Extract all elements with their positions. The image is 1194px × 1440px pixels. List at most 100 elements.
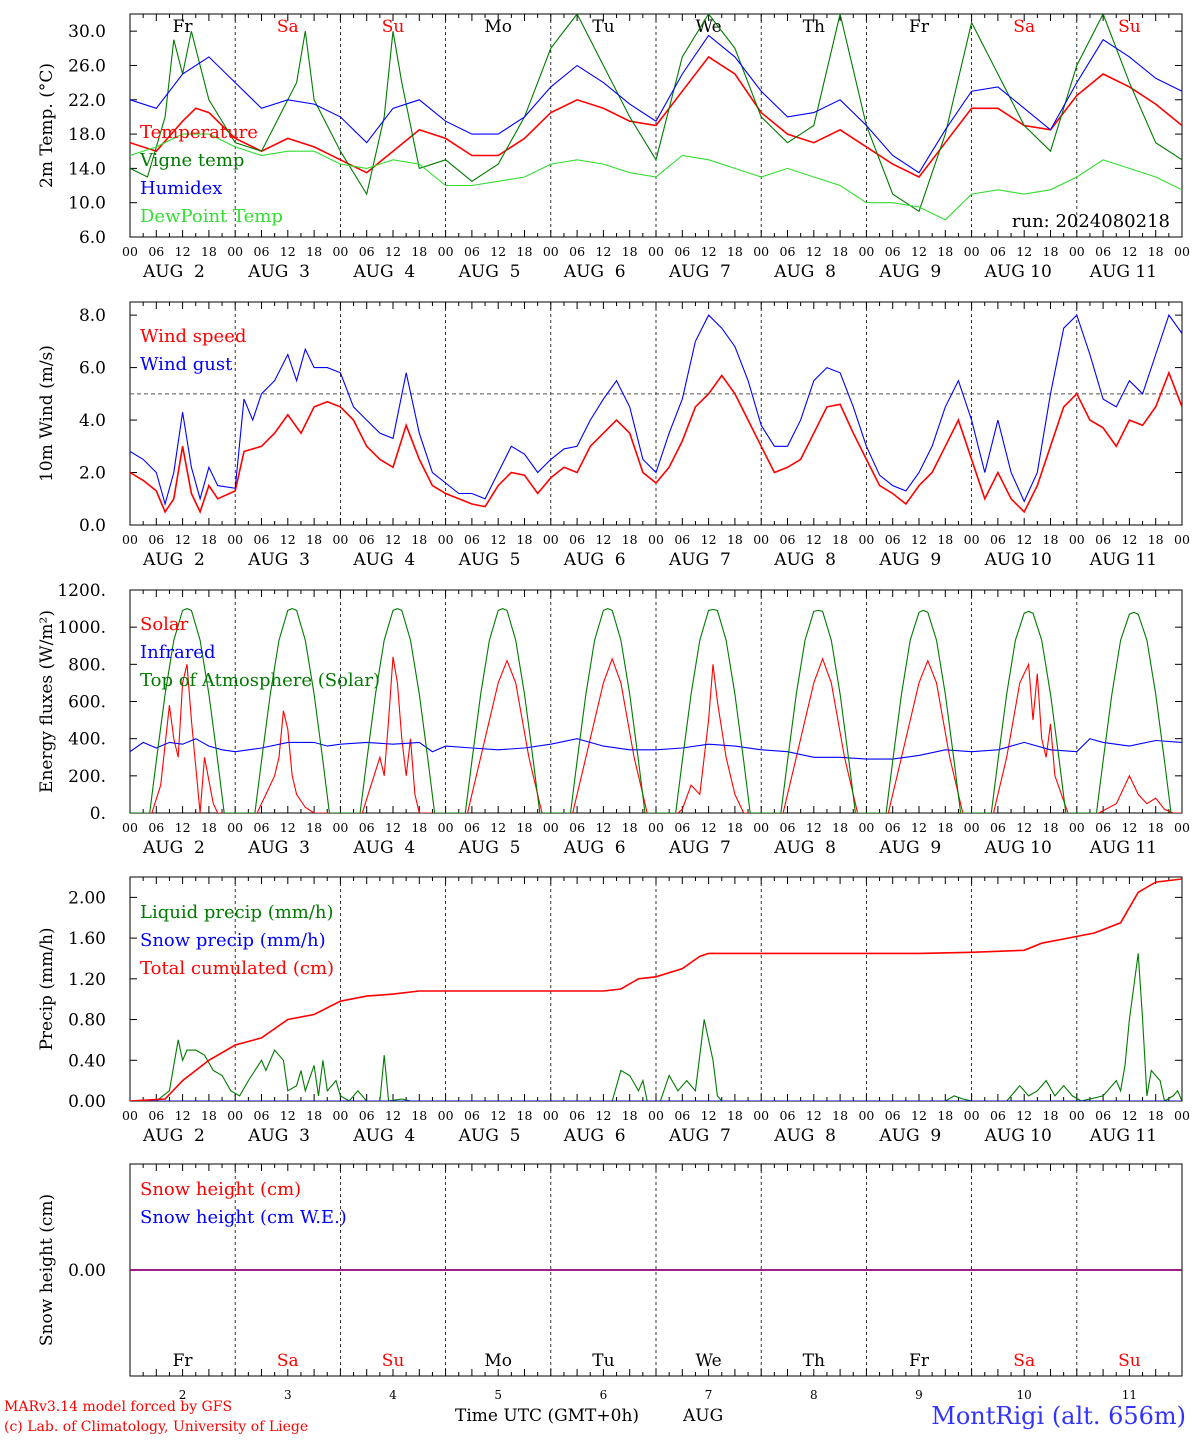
- y-tick-label: 0.: [90, 804, 106, 824]
- y-tick-label: 26.0: [68, 56, 106, 76]
- credit-line-1: MARv3.14 model forced by GFS: [4, 1399, 233, 1415]
- hour-tick-label: 06: [885, 820, 901, 835]
- hour-tick-label: 00: [227, 244, 243, 259]
- date-label: AUG 8: [773, 838, 836, 858]
- day-name-label: Sa: [277, 17, 299, 37]
- series-line: [130, 608, 1172, 813]
- hour-tick-label: 06: [674, 532, 690, 547]
- hour-tick-label: 12: [280, 820, 296, 835]
- date-label: AUG 6: [563, 838, 626, 858]
- credit-line-2: (c) Lab. of Climatology, University of L…: [4, 1419, 309, 1435]
- y-tick-label: 400.: [68, 730, 106, 750]
- hour-tick-label: 06: [569, 244, 585, 259]
- hour-tick-label: 12: [806, 820, 822, 835]
- day-number-label: 4: [389, 1388, 397, 1402]
- hour-tick-label: 06: [885, 1108, 901, 1123]
- hour-tick-label: 12: [595, 244, 611, 259]
- day-number-label: 7: [705, 1388, 713, 1402]
- legend-entry: Snow height (cm W.E.): [140, 1207, 347, 1228]
- hour-tick-label: 18: [411, 244, 427, 259]
- date-label: AUG 11: [1089, 550, 1157, 570]
- day-name-label: Sa: [277, 1351, 299, 1371]
- hour-tick-label: 00: [964, 1108, 980, 1123]
- date-label: AUG 2: [142, 550, 205, 570]
- date-label: AUG 9: [878, 550, 941, 570]
- hour-tick-label: 06: [990, 532, 1006, 547]
- day-name-label: Fr: [173, 1351, 194, 1371]
- legend-entry: DewPoint Temp: [140, 206, 283, 227]
- date-label: AUG 4: [352, 838, 415, 858]
- hour-tick-label: 12: [490, 244, 506, 259]
- hour-tick-label: 06: [780, 244, 796, 259]
- date-label: AUG 2: [142, 262, 205, 282]
- hour-tick-label: 18: [1043, 1108, 1059, 1123]
- day-number-label: 10: [1017, 1388, 1032, 1402]
- hour-tick-label: 00: [964, 820, 980, 835]
- date-label: AUG 4: [352, 262, 415, 282]
- hour-tick-label: 18: [306, 244, 322, 259]
- hour-tick-label: 00: [438, 244, 454, 259]
- hour-tick-label: 12: [385, 1108, 401, 1123]
- date-label: AUG 9: [878, 1126, 941, 1146]
- hour-tick-label: 00: [858, 244, 874, 259]
- hour-tick-label: 18: [622, 532, 638, 547]
- hour-tick-label: 00: [1069, 1108, 1085, 1123]
- date-label: AUG 7: [668, 262, 731, 282]
- hour-tick-label: 00: [543, 1108, 559, 1123]
- date-label: AUG 9: [878, 838, 941, 858]
- hour-tick-label: 12: [175, 532, 191, 547]
- date-label: AUG 10: [984, 550, 1052, 570]
- hour-tick-label: 12: [490, 1108, 506, 1123]
- hour-tick-label: 00: [122, 820, 138, 835]
- hour-tick-label: 06: [254, 820, 270, 835]
- hour-tick-label: 18: [727, 244, 743, 259]
- hour-tick-label: 12: [175, 244, 191, 259]
- date-label: AUG 6: [563, 262, 626, 282]
- hour-tick-label: 06: [780, 532, 796, 547]
- hour-tick-label: 12: [911, 820, 927, 835]
- hour-tick-label: 06: [674, 820, 690, 835]
- y-tick-label: 14.0: [68, 159, 106, 179]
- y-tick-label: 6.0: [79, 359, 106, 379]
- day-name-label: Th: [803, 1351, 825, 1371]
- day-name-label: Fr: [909, 17, 930, 37]
- date-label: AUG 6: [563, 1126, 626, 1146]
- y-tick-label: 0.00: [68, 1261, 106, 1281]
- hour-tick-label: 18: [517, 244, 533, 259]
- x-axis-month: AUG: [683, 1406, 724, 1426]
- y-tick-label: 30.0: [68, 22, 106, 42]
- hour-tick-label: 12: [1016, 820, 1032, 835]
- hour-tick-label: 06: [464, 820, 480, 835]
- day-name-label: Fr: [173, 17, 194, 37]
- hour-tick-label: 12: [280, 532, 296, 547]
- hour-tick-label: 00: [122, 532, 138, 547]
- hour-tick-label: 12: [701, 820, 717, 835]
- series-line: [130, 34, 1182, 174]
- hour-tick-label: 06: [1095, 532, 1111, 547]
- hour-tick-label: 12: [806, 244, 822, 259]
- hour-tick-label: 18: [201, 244, 217, 259]
- hour-tick-label: 18: [201, 820, 217, 835]
- day-number-label: 8: [810, 1388, 818, 1402]
- hour-tick-label: 18: [1148, 244, 1164, 259]
- hour-tick-label: 18: [1148, 820, 1164, 835]
- hour-tick-label: 06: [464, 532, 480, 547]
- hour-tick-label: 12: [385, 532, 401, 547]
- hour-tick-label: 06: [1095, 1108, 1111, 1123]
- hour-tick-label: 12: [385, 244, 401, 259]
- hour-tick-label: 06: [885, 532, 901, 547]
- y-tick-label: 4.0: [79, 411, 106, 431]
- hour-tick-label: 18: [622, 1108, 638, 1123]
- day-name-label: Sa: [1013, 1351, 1035, 1371]
- hour-tick-label: 18: [1043, 244, 1059, 259]
- hour-tick-label: 00: [332, 244, 348, 259]
- hour-tick-label: 06: [359, 244, 375, 259]
- hour-tick-label: 00: [648, 532, 664, 547]
- legend-entry: Top of Atmosphere (Solar): [140, 670, 380, 691]
- day-number-label: 11: [1122, 1388, 1137, 1402]
- day-name-label: We: [696, 17, 722, 37]
- hour-tick-label: 06: [990, 820, 1006, 835]
- day-name-label: Tu: [592, 1351, 614, 1371]
- hour-tick-label: 12: [1121, 1108, 1137, 1123]
